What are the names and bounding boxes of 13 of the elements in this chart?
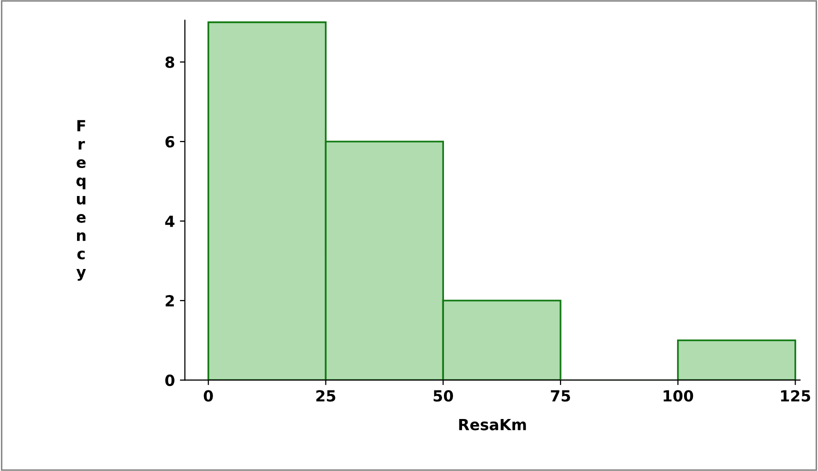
x-tick-label: 75 [550, 390, 570, 402]
x-axis-title: ResaKm [459, 418, 526, 430]
x-tick-label: 0 [204, 390, 213, 402]
text: Frequency [76, 120, 86, 281]
x-tick-label: 100 [664, 390, 694, 402]
y-tick-label: 0 [165, 374, 174, 386]
x-tick-label: 25 [316, 390, 336, 402]
y-tick-label: 2 [166, 295, 174, 306]
y-tick-label: 8 [165, 56, 174, 68]
y-tick-label: 4 [165, 216, 174, 227]
y-tick-label: 6 [165, 136, 174, 148]
x-tick-label: 50 [434, 390, 454, 402]
x-tick-label: 125 [781, 390, 810, 402]
